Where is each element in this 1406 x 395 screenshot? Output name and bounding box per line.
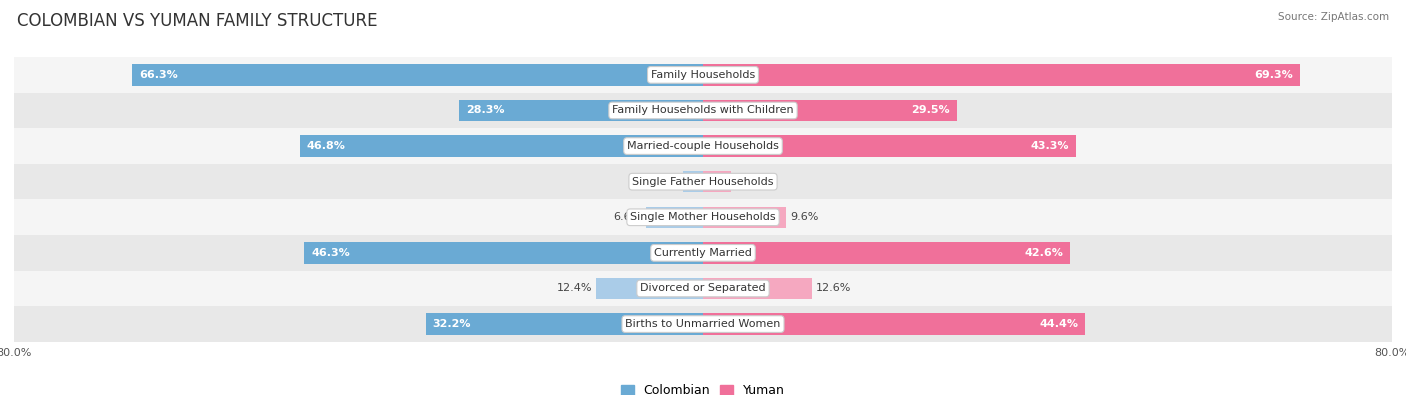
Text: 2.3%: 2.3%: [651, 177, 679, 187]
Bar: [703, 242, 1070, 263]
Text: Family Households: Family Households: [651, 70, 755, 80]
Text: Births to Unmarried Women: Births to Unmarried Women: [626, 319, 780, 329]
Text: 69.3%: 69.3%: [1254, 70, 1294, 80]
Bar: [14, 199, 1392, 235]
Bar: [14, 235, 1392, 271]
Text: 43.3%: 43.3%: [1031, 141, 1069, 151]
Text: 28.3%: 28.3%: [467, 105, 505, 115]
Text: 12.6%: 12.6%: [815, 284, 851, 293]
Bar: [683, 171, 703, 192]
Text: 9.6%: 9.6%: [790, 212, 818, 222]
Text: Currently Married: Currently Married: [654, 248, 752, 258]
Text: Divorced or Separated: Divorced or Separated: [640, 284, 766, 293]
Text: 46.3%: 46.3%: [311, 248, 350, 258]
Text: Source: ZipAtlas.com: Source: ZipAtlas.com: [1278, 12, 1389, 22]
Bar: [426, 313, 703, 335]
Text: 29.5%: 29.5%: [911, 105, 950, 115]
Bar: [647, 207, 703, 228]
Text: 46.8%: 46.8%: [307, 141, 346, 151]
Bar: [460, 100, 703, 121]
Bar: [14, 93, 1392, 128]
Bar: [703, 135, 1076, 157]
Bar: [14, 128, 1392, 164]
Bar: [703, 278, 811, 299]
Bar: [703, 207, 786, 228]
Bar: [132, 64, 703, 86]
Text: 3.3%: 3.3%: [735, 177, 763, 187]
Text: 44.4%: 44.4%: [1039, 319, 1078, 329]
Text: Family Households with Children: Family Households with Children: [612, 105, 794, 115]
Text: Married-couple Households: Married-couple Households: [627, 141, 779, 151]
Bar: [703, 171, 731, 192]
Text: COLOMBIAN VS YUMAN FAMILY STRUCTURE: COLOMBIAN VS YUMAN FAMILY STRUCTURE: [17, 12, 377, 30]
Bar: [14, 164, 1392, 199]
Bar: [304, 242, 703, 263]
Bar: [703, 64, 1299, 86]
Bar: [299, 135, 703, 157]
Text: 66.3%: 66.3%: [139, 70, 177, 80]
Text: Single Father Households: Single Father Households: [633, 177, 773, 187]
Bar: [596, 278, 703, 299]
Text: 6.6%: 6.6%: [613, 212, 643, 222]
Text: Single Mother Households: Single Mother Households: [630, 212, 776, 222]
Bar: [703, 100, 957, 121]
Bar: [14, 271, 1392, 306]
Text: 12.4%: 12.4%: [557, 284, 592, 293]
Bar: [703, 313, 1085, 335]
Legend: Colombian, Yuman: Colombian, Yuman: [617, 380, 789, 395]
Bar: [14, 306, 1392, 342]
Text: 32.2%: 32.2%: [433, 319, 471, 329]
Text: 42.6%: 42.6%: [1024, 248, 1063, 258]
Bar: [14, 57, 1392, 93]
